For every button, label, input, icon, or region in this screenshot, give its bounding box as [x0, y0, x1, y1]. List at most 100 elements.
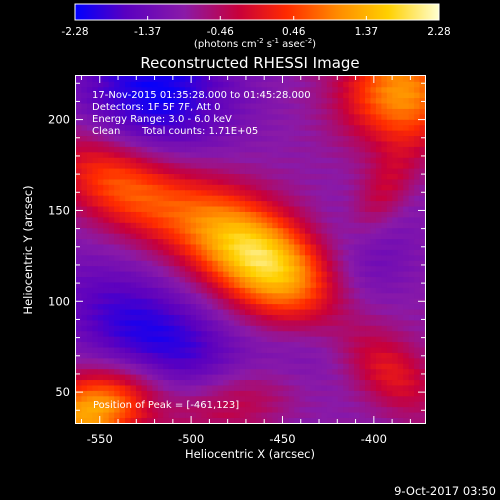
- heatmap-cell: [386, 309, 393, 315]
- heatmap-cell: [190, 374, 197, 381]
- heatmap-cell: [397, 347, 404, 353]
- heatmap-cell: [228, 292, 235, 299]
- heatmap-cell: [234, 141, 240, 147]
- heatmap-cell: [141, 254, 148, 261]
- heatmap-cell: [206, 276, 213, 283]
- heatmap-cell: [157, 412, 164, 418]
- heatmap-cell: [315, 216, 322, 223]
- heatmap-cell: [272, 130, 279, 137]
- heatmap-cell: [375, 325, 382, 332]
- heatmap-cell: [386, 292, 393, 299]
- heatmap-cell: [97, 379, 104, 386]
- heatmap-cell: [277, 108, 284, 115]
- heatmap-cell: [392, 368, 399, 375]
- heatmap-cell: [245, 76, 251, 82]
- colorbar-tick-label: -1.37: [134, 26, 161, 38]
- heatmap-cell: [310, 254, 317, 261]
- heatmap-cell: [326, 184, 333, 191]
- heatmap-cell: [397, 173, 404, 180]
- heatmap-cell: [185, 319, 191, 326]
- heatmap-cell: [97, 168, 104, 174]
- heatmap-cell: [185, 222, 191, 229]
- heatmap-cell: [381, 222, 388, 229]
- heatmap-cell: [163, 271, 170, 278]
- heatmap-cell: [217, 412, 224, 418]
- heatmap-cell: [135, 374, 142, 381]
- heatmap-cell: [315, 385, 322, 391]
- heatmap-cell: [146, 292, 153, 299]
- heatmap-cell: [174, 249, 181, 256]
- heatmap-cell: [277, 222, 284, 229]
- heatmap-cell: [168, 168, 175, 174]
- heatmap-cell: [179, 113, 186, 120]
- heatmap-cell: [206, 265, 213, 272]
- heatmap-cell: [305, 86, 311, 93]
- heatmap-cell: [414, 363, 420, 370]
- heatmap-cell: [157, 336, 164, 343]
- heatmap-cell: [239, 412, 246, 418]
- heatmap-cell: [381, 157, 388, 164]
- heatmap-cell: [310, 401, 317, 408]
- heatmap-cell: [135, 412, 142, 418]
- heatmap-cell: [354, 233, 360, 240]
- heatmap-cell: [228, 86, 235, 93]
- heatmap-cell: [337, 86, 344, 93]
- heatmap-cell: [135, 357, 142, 364]
- heatmap-cell: [266, 325, 273, 332]
- heatmap-cell: [315, 303, 322, 310]
- heatmap-cell: [114, 287, 121, 294]
- heatmap-cell: [97, 271, 104, 278]
- heatmap-cell: [152, 330, 159, 337]
- heatmap-cell: [277, 352, 284, 359]
- heatmap-cell: [277, 189, 284, 196]
- heatmap-cell: [305, 124, 311, 131]
- heatmap-cell: [195, 130, 202, 137]
- heatmap-cell: [201, 195, 208, 202]
- heatmap-cell: [305, 97, 311, 104]
- heatmap-cell: [245, 325, 251, 332]
- heatmap-cell: [354, 325, 360, 332]
- heatmap-cell: [310, 287, 317, 294]
- heatmap-cell: [348, 336, 355, 343]
- heatmap-cell: [321, 103, 328, 109]
- heatmap-cell: [375, 265, 382, 272]
- heatmap-cell: [234, 76, 240, 82]
- heatmap-cell: [348, 179, 355, 185]
- heatmap-cell: [419, 135, 426, 142]
- heatmap-cell: [141, 303, 148, 310]
- heatmap-cell: [217, 417, 224, 424]
- heatmap-cell: [277, 76, 284, 82]
- heatmap-cell: [174, 119, 181, 126]
- heatmap-cell: [255, 330, 262, 337]
- heatmap-cell: [157, 385, 164, 391]
- heatmap-cell: [354, 119, 360, 126]
- heatmap-cell: [283, 363, 290, 370]
- heatmap-cell: [168, 406, 175, 413]
- heatmap-cell: [92, 292, 99, 299]
- heatmap-cell: [288, 195, 295, 202]
- heatmap-cell: [255, 309, 262, 315]
- heatmap-cell: [299, 406, 306, 413]
- heatmap-cell: [135, 141, 142, 147]
- heatmap-cell: [119, 146, 126, 153]
- heatmap-cell: [348, 303, 355, 310]
- heatmap-cell: [392, 179, 399, 185]
- heatmap-cell: [146, 211, 153, 218]
- heatmap-cell: [283, 173, 290, 180]
- heatmap-cell: [212, 352, 219, 359]
- heatmap-cell: [141, 314, 148, 321]
- heatmap-cell: [190, 157, 197, 164]
- heatmap-cell: [343, 341, 350, 348]
- heatmap-cell: [130, 86, 137, 93]
- heatmap-cell: [288, 86, 295, 93]
- heatmap-cell: [97, 319, 104, 326]
- heatmap-cell: [201, 395, 208, 402]
- heatmap-cell: [315, 363, 322, 370]
- heatmap-cell: [185, 92, 191, 99]
- heatmap-cell: [343, 227, 350, 234]
- heatmap-cell: [348, 357, 355, 364]
- heatmap-cell: [92, 265, 99, 272]
- heatmap-cell: [108, 325, 115, 332]
- heatmap-cell: [103, 130, 110, 137]
- heatmap-cell: [239, 130, 246, 137]
